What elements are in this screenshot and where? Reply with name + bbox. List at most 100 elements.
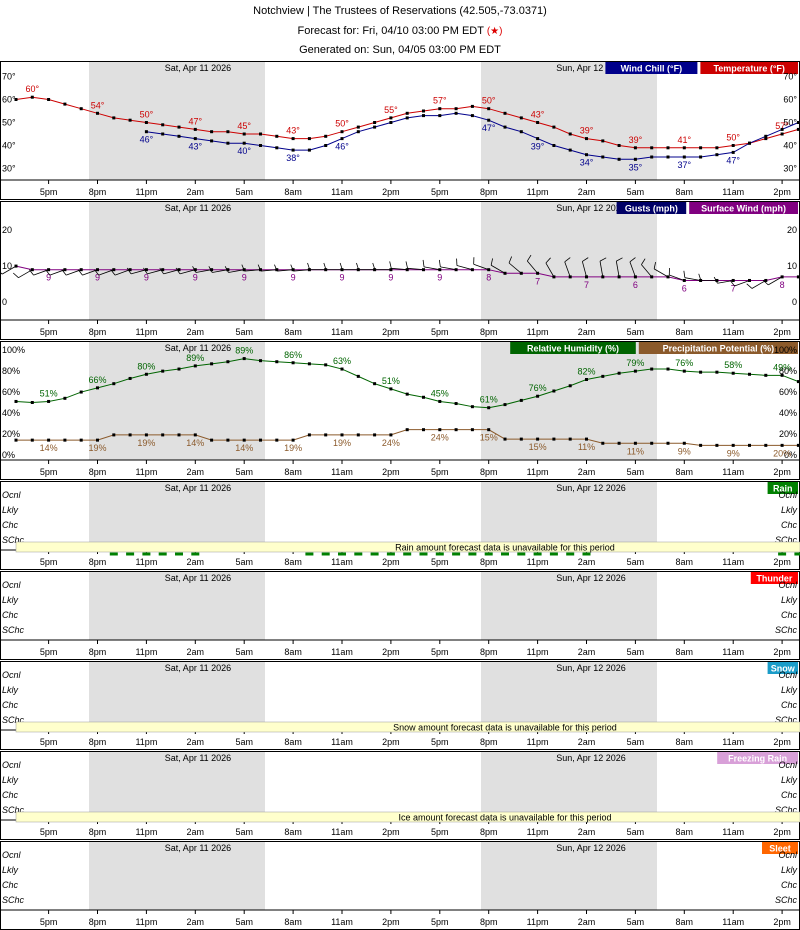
series-point-temp-0-23 xyxy=(389,116,393,120)
series-point-humidity-1-42 xyxy=(699,443,703,447)
wind-barb-flag-20 xyxy=(323,262,327,270)
data-label-humidity-0-9: 61% xyxy=(480,395,498,405)
x-tick-label-rain-4: 5am xyxy=(235,557,253,567)
series-point-humidity-1-37 xyxy=(617,441,621,445)
series-point-temp-1-17 xyxy=(422,114,425,118)
series-point-temp-0-39 xyxy=(650,146,654,150)
wind-barb-flag-30 xyxy=(490,258,493,266)
x-tick-label-temp-5: 8am xyxy=(284,187,302,197)
series-point-humidity-1-0 xyxy=(14,438,18,442)
series-point-humidity-0-44 xyxy=(731,371,735,375)
series-point-humidity-1-45 xyxy=(748,443,751,447)
series-point-temp-1-39 xyxy=(780,127,784,131)
series-point-temp-0-5 xyxy=(96,111,99,115)
wind-barb-flag-40 xyxy=(653,261,656,269)
wind-barb-flag-37 xyxy=(616,257,623,262)
series-point-humidity-1-48 xyxy=(796,443,800,447)
series-point-temp-1-10 xyxy=(307,148,311,152)
series-point-temp-0-29 xyxy=(487,107,491,111)
series-point-temp-1-40 xyxy=(796,121,800,124)
y-tick-right-temp-1: 60° xyxy=(783,95,797,105)
data-label-humidity-0-1: 66% xyxy=(88,375,106,385)
x-tick-label-humidity-5: 8am xyxy=(284,467,302,477)
data-label-temp-1-5: 47° xyxy=(482,123,496,133)
series-point-humidity-0-36 xyxy=(601,374,605,378)
x-tick-label-thunder-4: 5am xyxy=(235,647,253,657)
series-point-humidity-1-32 xyxy=(536,437,540,441)
series-point-temp-1-33 xyxy=(682,155,686,159)
day-label-rain-1: Sun, Apr 12 2026 xyxy=(556,483,626,493)
x-tick-label-thunder-7: 2pm xyxy=(382,647,400,657)
x-tick-label-humidity-8: 5pm xyxy=(431,467,449,477)
series-point-humidity-0-6 xyxy=(112,382,116,386)
wind-barb-flag-43 xyxy=(698,273,702,281)
x-tick-label-rain-0: 5pm xyxy=(40,557,58,567)
data-label-wind-0-8: 9 xyxy=(437,273,442,283)
series-point-humidity-0-42 xyxy=(699,370,703,374)
series-point-temp-1-14 xyxy=(373,125,377,129)
series-point-humidity-0-34 xyxy=(568,384,572,388)
series-point-temp-0-19 xyxy=(324,134,328,138)
y-tick-left-humidity-5: 0% xyxy=(2,450,15,460)
series-point-humidity-0-47 xyxy=(780,373,784,377)
series-point-humidity-0-0 xyxy=(14,399,18,403)
y-tick-left-freezing-0: Ocnl xyxy=(2,760,22,770)
note-strip-freezing xyxy=(15,811,800,823)
series-point-humidity-0-16 xyxy=(275,360,279,364)
series-point-humidity-0-48 xyxy=(796,380,800,384)
wind-barb-flag-9 xyxy=(143,267,148,275)
x-tick-label-sleet-8: 5pm xyxy=(431,917,449,927)
series-point-humidity-0-33 xyxy=(552,389,556,393)
generated-on: Generated on: Sun, 04/05 03:00 PM EDT xyxy=(299,44,501,56)
star-link[interactable]: (★) xyxy=(486,26,503,37)
legend-text-freezing-0: Freezing Rain xyxy=(728,754,787,764)
legend-text-wind-0: Gusts (mph) xyxy=(625,204,678,214)
series-point-humidity-0-24 xyxy=(405,392,409,396)
header: Notchview | The Trustees of Reservations… xyxy=(0,0,800,60)
wind-barb-42 xyxy=(684,277,701,281)
series-point-humidity-0-31 xyxy=(519,398,523,402)
x-tick-label-thunder-2: 11pm xyxy=(135,647,157,657)
series-point-humidity-0-23 xyxy=(389,387,393,391)
data-label-wind-0-13: 6 xyxy=(682,283,687,293)
night-shade-temp-0 xyxy=(89,61,265,180)
series-point-temp-1-27 xyxy=(585,153,588,157)
legend-text-humidity-0: Relative Humidity (%) xyxy=(527,344,619,354)
series-point-temp-1-2 xyxy=(177,134,181,138)
wind-barb-16 xyxy=(260,269,277,272)
x-tick-label-thunder-13: 8am xyxy=(676,647,694,657)
series-point-humidity-0-40 xyxy=(666,367,670,371)
wind-barb-flag-18 xyxy=(290,264,294,272)
x-tick-label-humidity-2: 11pm xyxy=(135,467,157,477)
y-tick-right-humidity-3: 40% xyxy=(779,408,797,418)
series-point-humidity-1-7 xyxy=(128,433,132,437)
series-point-humidity-1-1 xyxy=(30,438,34,442)
y-tick-left-wind-2: 0 xyxy=(2,297,7,307)
x-tick-label-humidity-3: 2am xyxy=(187,467,205,477)
series-point-humidity-1-26 xyxy=(438,428,442,432)
y-tick-left-freezing-2: Chc xyxy=(2,790,19,800)
data-label-humidity-1-3: 14% xyxy=(186,438,204,448)
x-tick-label-freezing-7: 2pm xyxy=(382,827,400,837)
wind-barb-flag-26 xyxy=(422,259,425,267)
series-point-humidity-1-35 xyxy=(585,437,588,441)
night-shade-thunder-0 xyxy=(89,571,265,640)
y-tick-right-thunder-3: SChc xyxy=(775,625,798,635)
data-label-temp-1-7: 34° xyxy=(580,158,594,168)
y-tick-left-rain-3: SChc xyxy=(2,535,25,545)
series-point-temp-0-3 xyxy=(63,102,67,106)
x-tick-label-sleet-10: 11pm xyxy=(527,917,549,927)
night-shade-freezing-0 xyxy=(89,751,265,820)
x-tick-label-temp-9: 8pm xyxy=(480,187,498,197)
data-label-humidity-1-15: 20% xyxy=(773,448,791,458)
data-label-humidity-0-14: 58% xyxy=(724,360,742,370)
wind-barb-flag-32 xyxy=(526,254,532,262)
series-point-temp-0-37 xyxy=(617,144,621,147)
series-point-temp-0-0 xyxy=(14,98,18,101)
series-point-temp-1-34 xyxy=(699,155,703,159)
series-point-temp-0-8 xyxy=(144,121,148,124)
data-label-humidity-0-15: 49% xyxy=(773,362,791,372)
x-tick-label-sleet-0: 5pm xyxy=(40,917,58,927)
series-point-humidity-0-43 xyxy=(715,370,719,374)
y-tick-right-humidity-2: 60% xyxy=(779,387,797,397)
